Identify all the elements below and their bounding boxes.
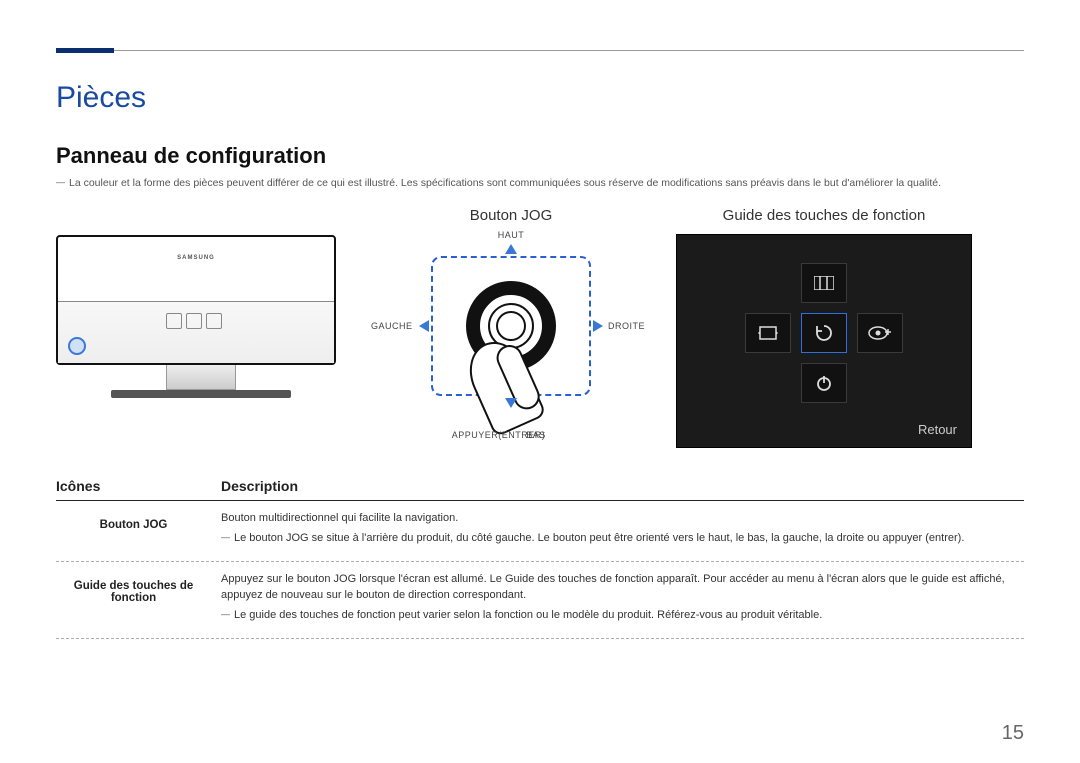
row-name: Bouton JOG: [56, 511, 221, 551]
stand-neck: [166, 364, 236, 390]
label-enter: APPUYER(ENTRER): [452, 430, 546, 440]
table-row: Bouton JOG Bouton multidirectionnel qui …: [56, 501, 1024, 562]
top-rule: [56, 50, 1024, 51]
jog-column: Bouton JOG HAUT BAS GAUCHE DROITE APPUYE…: [376, 207, 646, 406]
arrow-down-icon: [505, 398, 517, 408]
eye-plus-icon[interactable]: [857, 313, 903, 353]
row-main: Bouton multidirectionnel qui facilite la…: [221, 511, 1024, 527]
manual-page: Pièces Panneau de configuration La coule…: [0, 0, 1080, 763]
source-icon[interactable]: [745, 313, 791, 353]
stand-base: [111, 390, 291, 398]
table-row: Guide des touches de fonction Appuyez su…: [56, 562, 1024, 639]
refresh-icon[interactable]: [801, 313, 847, 353]
function-guide-panel: Retour: [676, 234, 972, 448]
monitor-illustration: SAMSUNG: [56, 235, 346, 435]
arrow-left-icon: [419, 320, 429, 332]
diagrams-row: SAMSUNG Bouton JOG: [56, 207, 1024, 448]
jog-diagram: HAUT BAS GAUCHE DROITE APPUYER(ENTRER): [376, 234, 646, 406]
power-icon[interactable]: [801, 363, 847, 403]
jog-heading: Bouton JOG: [470, 207, 553, 224]
monitor-column: SAMSUNG: [56, 207, 346, 435]
page-number: 15: [1002, 722, 1024, 745]
arrow-right-icon: [593, 320, 603, 332]
row-main: Appuyez sur le bouton JOG lorsque l'écra…: [221, 572, 1024, 604]
description-table: Icônes Description Bouton JOG Bouton mul…: [56, 478, 1024, 639]
table-header: Icônes Description: [56, 478, 1024, 501]
row-note: Le bouton JOG se situe à l'arrière du pr…: [221, 531, 1024, 547]
guide-heading: Guide des touches de fonction: [723, 207, 926, 224]
jog-location-icon: [68, 337, 86, 355]
brand-label: SAMSUNG: [177, 255, 215, 261]
row-desc: Appuyez sur le bouton JOG lorsque l'écra…: [221, 572, 1024, 628]
label-droite: DROITE: [608, 321, 645, 331]
section-subtitle: Panneau de configuration: [56, 143, 1024, 169]
row-name: Guide des touches de fonction: [56, 572, 221, 628]
th-desc: Description: [221, 478, 1024, 494]
menu-icon[interactable]: [801, 263, 847, 303]
jog-dashed-box: HAUT BAS GAUCHE DROITE APPUYER(ENTRER): [431, 256, 591, 396]
monitor-panel: [58, 301, 334, 363]
section-title: Pièces: [56, 81, 1024, 115]
th-icons: Icônes: [56, 478, 221, 494]
section-note: La couleur et la forme des pièces peuven…: [56, 177, 1024, 189]
ports-icon: [166, 313, 226, 331]
guide-column: Guide des touches de fonction: [676, 207, 972, 448]
label-gauche: GAUCHE: [371, 321, 413, 331]
row-note: Le guide des touches de fonction peut va…: [221, 608, 1024, 624]
row-desc: Bouton multidirectionnel qui facilite la…: [221, 511, 1024, 551]
monitor-back: SAMSUNG: [56, 235, 336, 365]
label-haut: HAUT: [498, 230, 525, 240]
retour-label[interactable]: Retour: [918, 422, 957, 437]
arrow-up-icon: [505, 244, 517, 254]
